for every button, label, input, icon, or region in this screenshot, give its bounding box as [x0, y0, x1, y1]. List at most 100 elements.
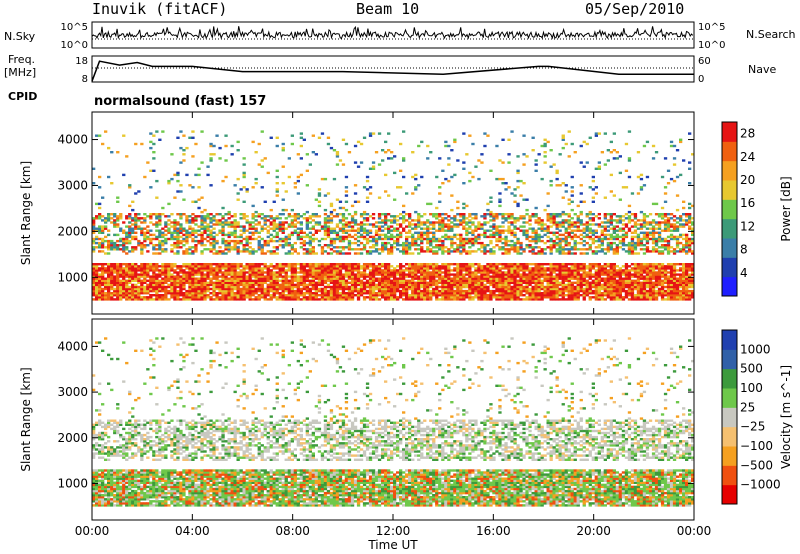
power-cell — [459, 252, 463, 255]
power-cell — [387, 231, 391, 234]
power-cell — [143, 271, 147, 274]
power-cell — [179, 235, 183, 239]
power-cell — [405, 275, 409, 278]
power-cell — [459, 277, 463, 280]
power-cell — [528, 250, 532, 253]
power-cell — [543, 271, 547, 274]
power-cell — [459, 271, 463, 274]
power-cell — [441, 213, 445, 216]
power-cell — [555, 169, 559, 172]
power-cell — [179, 287, 183, 291]
power-cell — [441, 275, 445, 278]
power-cell — [287, 250, 291, 253]
power-cell — [399, 269, 403, 272]
power-cell — [197, 271, 201, 274]
power-cell — [194, 246, 198, 249]
power-cell — [390, 294, 394, 297]
power-cell — [459, 285, 463, 289]
power-cell — [206, 215, 210, 218]
power-cell — [537, 271, 541, 274]
power-cell — [537, 287, 541, 291]
power-cell — [356, 140, 361, 144]
power-cell — [405, 235, 409, 239]
power-cell — [576, 248, 580, 251]
power-cell — [522, 182, 526, 185]
power-cell — [423, 273, 427, 276]
power-cell — [158, 233, 162, 237]
power-cell — [197, 215, 201, 218]
power-cell — [414, 271, 418, 274]
power-cell — [414, 186, 418, 189]
power-cell — [311, 292, 315, 295]
power-cell — [305, 252, 309, 255]
power-cell — [387, 283, 391, 287]
power-cell — [531, 298, 535, 301]
power-cell — [570, 289, 574, 293]
power-cell — [95, 283, 99, 287]
power-cell — [311, 250, 315, 253]
power-cell — [456, 219, 460, 222]
power-cell — [125, 237, 129, 241]
power-cell — [314, 237, 318, 241]
power-cell — [480, 267, 484, 270]
power-cell — [561, 271, 565, 274]
power-cell — [287, 157, 291, 160]
power-cell — [338, 206, 343, 210]
power-cell — [284, 277, 288, 280]
power-cell — [302, 271, 306, 274]
power-cell — [441, 250, 445, 253]
power-cell — [438, 277, 442, 280]
power-cell — [513, 279, 517, 282]
power-cell — [567, 287, 571, 291]
power-cell — [468, 281, 472, 284]
power-cell — [399, 271, 403, 274]
power-cell — [374, 241, 379, 245]
power-cell — [140, 217, 144, 220]
power-cell — [374, 267, 379, 270]
power-cell — [344, 292, 349, 295]
power-cell — [371, 296, 376, 299]
power-cell — [287, 241, 291, 245]
power-cell — [242, 275, 246, 278]
power-cell — [146, 287, 150, 291]
power-cell — [359, 279, 364, 282]
power-cell — [323, 263, 328, 266]
power-cell — [390, 219, 394, 222]
power-cell — [471, 241, 475, 245]
power-cell — [374, 271, 379, 274]
power-cell — [143, 219, 147, 222]
power-cell — [414, 281, 418, 284]
power-cell — [432, 237, 436, 241]
power-cell — [462, 248, 466, 251]
power-cell — [146, 231, 150, 234]
power-cell — [239, 273, 243, 276]
power-cell — [209, 217, 213, 220]
power-cell — [182, 213, 186, 216]
power-cell — [555, 289, 559, 293]
power-cell — [459, 279, 463, 282]
power-cell — [582, 235, 586, 239]
power-cell — [510, 217, 514, 220]
power-cell — [498, 246, 502, 249]
power-cell — [308, 269, 312, 272]
power-cell — [432, 275, 436, 278]
power-cell — [290, 285, 294, 289]
power-cell — [582, 263, 586, 266]
power-cell — [116, 273, 120, 276]
power-cell — [200, 235, 204, 239]
power-cell — [131, 267, 135, 270]
power-cell — [326, 289, 331, 293]
power-cell — [173, 196, 177, 199]
power-cell — [194, 250, 198, 253]
power-cell — [405, 294, 409, 297]
power-cell — [374, 151, 379, 154]
power-cell — [405, 250, 409, 253]
power-cell — [221, 233, 225, 237]
power-cell — [549, 237, 553, 241]
power-cell — [396, 244, 400, 247]
power-cell — [140, 221, 144, 224]
power-cell — [552, 221, 556, 224]
power-cell — [564, 285, 568, 289]
power-cell — [347, 271, 352, 274]
power-cell — [570, 225, 574, 228]
